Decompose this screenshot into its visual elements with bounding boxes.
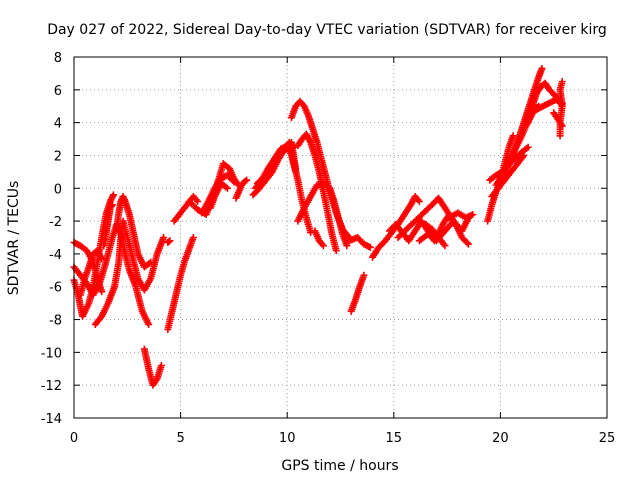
y-tick-label: -6: [49, 281, 62, 296]
data-point: [229, 176, 237, 184]
y-tick-label: -8: [49, 314, 62, 329]
data-point: [160, 234, 168, 241]
data-point: [108, 201, 116, 209]
y-tick-label: 4: [54, 117, 62, 132]
data-point: [224, 184, 232, 192]
y-tick-label: -4: [49, 248, 62, 263]
chart-title: Day 027 of 2022, Sidereal Day-to-day VTE…: [47, 22, 607, 38]
data-point: [360, 271, 368, 279]
y-tick-label: 8: [54, 51, 62, 66]
data-point: [98, 288, 106, 296]
data-point: [464, 240, 472, 248]
x-tick-label: 10: [279, 431, 296, 446]
data-points: [70, 64, 566, 389]
x-tick-label: 20: [492, 431, 509, 446]
y-tick-label: 6: [54, 84, 62, 99]
data-point: [230, 178, 238, 186]
y-axis-label: SDTVAR / TECUs: [6, 181, 22, 296]
data-point: [164, 238, 172, 246]
data-point: [463, 239, 471, 247]
data-point: [157, 361, 165, 369]
x-tick-label: 5: [176, 431, 184, 446]
y-tick-label: -2: [49, 215, 62, 230]
x-tick-label: 0: [70, 431, 78, 446]
data-point: [109, 191, 117, 199]
data-point: [241, 177, 249, 185]
axis-ticks: 0 5 10 15 20 25 -14 -12 -10 -8 -6 -4 -2 0 2 4 6 8: [41, 51, 616, 446]
data-point: [332, 247, 340, 255]
data-point: [319, 242, 327, 250]
data-point: [524, 143, 532, 151]
data-point: [558, 78, 566, 86]
data-point: [366, 243, 374, 251]
x-tick-label: 25: [599, 431, 616, 446]
data-point: [415, 197, 423, 205]
data-point: [145, 320, 153, 328]
plot-frame: [73, 56, 608, 419]
data-point: [520, 151, 528, 159]
data-point: [147, 258, 155, 266]
data-point: [194, 197, 202, 205]
x-axis-label: GPS time / hours: [281, 458, 398, 474]
data-point: [343, 242, 351, 250]
y-tick-label: -10: [41, 346, 62, 361]
data-point: [98, 255, 106, 263]
y-tick-label: -12: [41, 379, 62, 394]
y-tick-label: 0: [54, 182, 62, 197]
data-point: [509, 132, 517, 140]
data-point: [243, 176, 251, 184]
data-point: [441, 242, 449, 250]
grid-lines: [74, 57, 607, 418]
data-point: [189, 234, 197, 241]
y-tick-label: -14: [41, 412, 62, 427]
data-point: [538, 64, 546, 72]
y-tick-label: 2: [54, 149, 62, 164]
x-tick-label: 15: [386, 431, 403, 446]
data-point: [469, 211, 477, 219]
data-point: [558, 122, 566, 130]
data-point: [165, 238, 173, 246]
